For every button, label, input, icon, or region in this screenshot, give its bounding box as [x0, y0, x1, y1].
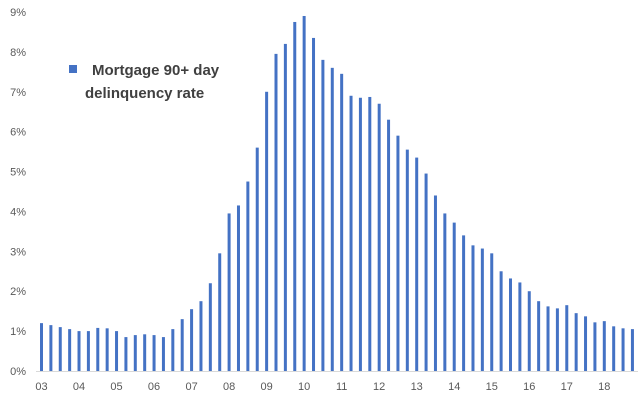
legend: Mortgage 90+ day delinquency rate	[69, 62, 220, 102]
x-tick-label: 16	[523, 381, 535, 393]
bar	[340, 73, 344, 371]
bar	[312, 37, 316, 372]
x-tick-label: 10	[298, 381, 310, 393]
bar	[330, 67, 334, 371]
y-tick-label: 9%	[10, 7, 26, 19]
x-tick-label: 11	[336, 381, 347, 393]
bar	[368, 96, 372, 372]
bar	[471, 245, 475, 371]
y-tick-label: 5%	[10, 167, 26, 179]
bar	[40, 323, 43, 371]
bar	[124, 337, 128, 371]
bar	[68, 329, 72, 371]
bar	[377, 103, 381, 372]
bar	[265, 91, 269, 371]
bar	[405, 149, 409, 371]
x-tick-label: 05	[110, 381, 122, 393]
bar	[546, 306, 550, 371]
bar	[480, 248, 484, 371]
bar	[433, 195, 437, 371]
bar	[161, 337, 165, 371]
x-tick-label: 06	[148, 381, 160, 393]
bar	[387, 119, 391, 371]
bar	[565, 305, 569, 371]
bar	[349, 95, 353, 372]
y-tick-label: 6%	[10, 127, 26, 139]
bar	[49, 325, 53, 371]
bar	[152, 335, 156, 371]
y-tick-label: 4%	[10, 206, 26, 218]
y-tick-label: 7%	[10, 87, 26, 99]
bar	[274, 53, 278, 371]
bar	[227, 213, 231, 371]
bar	[283, 43, 287, 371]
legend-label-line2: delinquency rate	[85, 85, 204, 102]
bar	[555, 308, 559, 371]
bar	[602, 321, 606, 371]
bar	[171, 329, 175, 371]
bar	[537, 301, 541, 371]
bar	[443, 213, 447, 371]
bar	[180, 319, 184, 371]
bar	[490, 253, 494, 371]
y-tick-label: 1%	[10, 326, 26, 338]
bar	[115, 331, 119, 371]
bar	[293, 21, 297, 371]
bar	[77, 331, 81, 371]
bar	[584, 316, 588, 371]
bar	[518, 282, 522, 371]
legend-label-line1: Mortgage 90+ day	[92, 62, 220, 79]
bar	[58, 327, 62, 371]
x-tick-label: 18	[598, 381, 610, 393]
x-tick-label: 13	[411, 381, 423, 393]
bar	[302, 15, 306, 372]
bar	[246, 181, 250, 371]
bar	[86, 331, 90, 371]
bar	[143, 334, 147, 371]
bar	[133, 335, 137, 371]
bar	[593, 322, 597, 371]
bar	[218, 253, 222, 371]
bar	[574, 313, 578, 371]
bar-series	[40, 15, 634, 372]
x-tick-label: 03	[35, 381, 47, 393]
bar	[255, 147, 259, 371]
bar	[452, 222, 456, 371]
bar	[358, 97, 362, 371]
x-axis-ticks: 03 04 05 06 07 08 09 10 11 12 13 14 15 16 17 18	[35, 381, 610, 393]
x-tick-label: 04	[73, 381, 85, 393]
y-tick-label: 2%	[10, 286, 26, 298]
bar	[509, 278, 512, 371]
y-tick-label: 8%	[10, 47, 26, 59]
bar	[396, 135, 400, 371]
x-tick-label: 12	[373, 381, 385, 393]
bar	[199, 301, 203, 371]
bar	[630, 329, 634, 371]
bar	[527, 291, 531, 371]
y-tick-label: 3%	[10, 246, 26, 258]
bar	[499, 271, 503, 371]
x-tick-label: 09	[260, 381, 272, 393]
bar	[621, 328, 625, 371]
y-axis-ticks: 0% 1% 2% 3% 4% 5% 6% 7% 8% 9%	[10, 7, 26, 378]
bar	[208, 283, 212, 371]
x-tick-label: 07	[185, 381, 197, 393]
bar	[415, 157, 419, 371]
x-tick-label: 14	[448, 381, 460, 393]
bar	[462, 235, 466, 371]
bar	[105, 328, 109, 371]
x-tick-label: 08	[223, 381, 235, 393]
bar	[424, 173, 428, 371]
bar	[96, 327, 100, 371]
bar	[321, 59, 325, 372]
legend-swatch	[69, 65, 77, 73]
bar	[236, 205, 240, 371]
y-tick-label: 0%	[10, 366, 26, 378]
x-tick-label: 17	[561, 381, 573, 393]
x-tick-label: 15	[486, 381, 498, 393]
bar	[190, 309, 194, 371]
bar	[612, 326, 616, 371]
